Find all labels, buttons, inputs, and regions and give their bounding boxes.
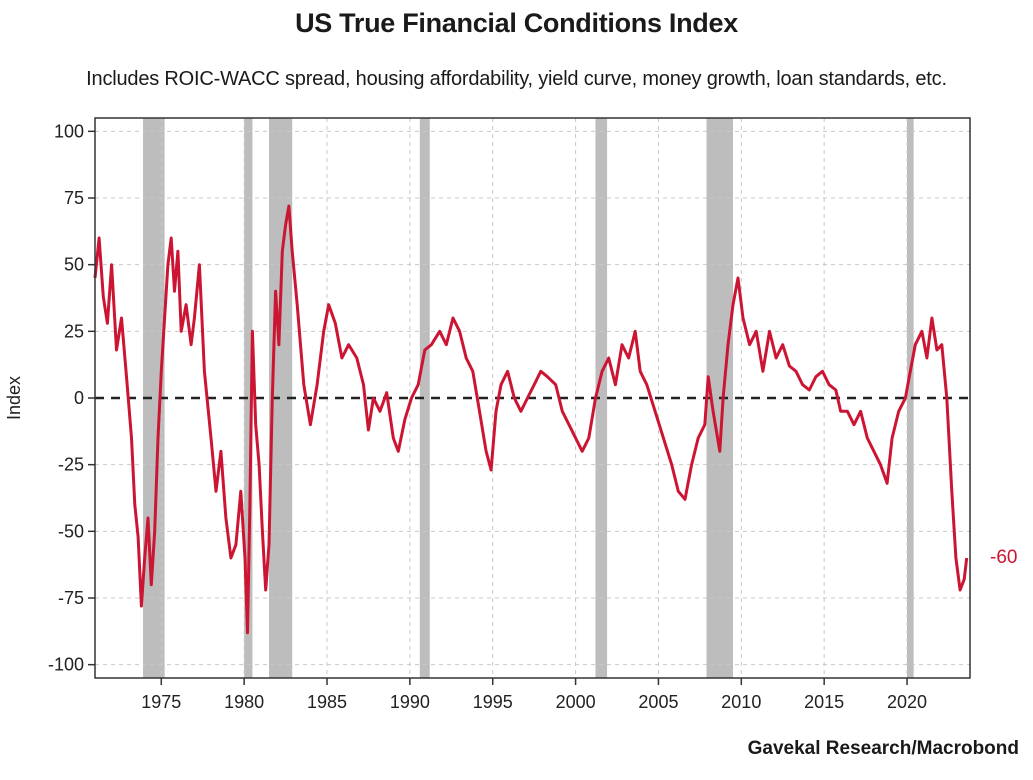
recession-band xyxy=(907,118,914,678)
y-tick-label: 25 xyxy=(64,321,84,341)
y-tick-label: -50 xyxy=(58,521,84,541)
x-tick-label: 2020 xyxy=(887,692,927,712)
recession-band xyxy=(419,118,430,678)
y-tick-label: 0 xyxy=(74,388,84,408)
x-tick-label: 1990 xyxy=(390,692,430,712)
last-value-label: -60 xyxy=(990,547,1017,568)
x-tick-label: 2010 xyxy=(721,692,761,712)
y-tick-label: 100 xyxy=(54,121,84,141)
y-axis-title: Index xyxy=(4,376,24,420)
y-tick-label: -75 xyxy=(58,588,84,608)
x-tick-label: 2015 xyxy=(804,692,844,712)
x-tick-label: 2005 xyxy=(638,692,678,712)
x-tick-label: 2000 xyxy=(556,692,596,712)
x-tick-label: 1975 xyxy=(141,692,181,712)
y-axis: 100 75 50 25 0 -25 -50 -75 -100 xyxy=(48,121,95,675)
chart-subtitle: Includes ROIC-WACC spread, housing affor… xyxy=(86,68,947,90)
chart-source: Gavekal Research/Macrobond xyxy=(747,738,1019,759)
series-line xyxy=(93,204,969,635)
y-tick-label: -100 xyxy=(48,655,84,675)
recession-band xyxy=(595,118,608,678)
x-axis: 1975 1980 1985 1990 1995 2000 2005 2010 2015 2020 xyxy=(141,678,927,712)
recession-band xyxy=(269,118,293,678)
x-tick-label: 1985 xyxy=(307,692,347,712)
recession-band xyxy=(244,118,253,678)
x-tick-label: 1980 xyxy=(224,692,264,712)
recession-bands xyxy=(143,118,914,678)
x-tick-label: 1995 xyxy=(473,692,513,712)
chart-title: US True Financial Conditions Index xyxy=(295,8,738,38)
y-tick-label: -25 xyxy=(58,455,84,475)
y-tick-label: 75 xyxy=(64,188,84,208)
y-tick-label: 50 xyxy=(64,255,84,275)
